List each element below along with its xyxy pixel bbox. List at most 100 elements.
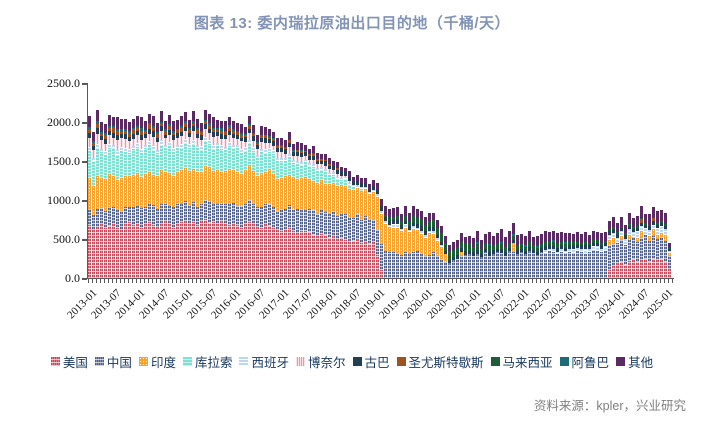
segment-美国 (204, 219, 207, 278)
segment-其他 (252, 125, 255, 133)
segment-古巴 (116, 134, 119, 140)
segment-古巴 (168, 129, 171, 135)
legend-label: 阿鲁巴 (571, 356, 610, 370)
segment-博奈尔 (264, 143, 267, 150)
segment-其他 (236, 122, 239, 131)
segment-印度 (120, 177, 123, 211)
bar-2013-10 (124, 118, 128, 278)
segment-圣尤斯特歇斯 (244, 134, 247, 137)
segment-博奈尔 (252, 140, 255, 147)
segment-博奈尔 (232, 138, 235, 145)
segment-中国 (500, 253, 503, 278)
segment-古巴 (268, 139, 271, 144)
segment-阿鲁巴 (176, 128, 179, 131)
segment-西班牙 (116, 150, 119, 155)
segment-西班牙 (100, 148, 103, 153)
segment-古巴 (624, 235, 627, 240)
segment-西班牙 (340, 178, 343, 181)
segment-中国 (184, 201, 187, 221)
segment-西班牙 (148, 140, 151, 145)
segment-其他 (560, 231, 563, 242)
segment-古巴 (408, 226, 411, 230)
segment-博奈尔 (356, 184, 359, 187)
segment-其他 (204, 110, 207, 120)
bar-2016-07 (256, 135, 260, 278)
segment-西班牙 (408, 229, 411, 233)
segment-其他 (192, 111, 195, 122)
segment-美国 (192, 222, 195, 278)
segment-美国 (164, 221, 167, 278)
segment-印度 (656, 234, 659, 240)
segment-库拉索 (328, 174, 331, 185)
segment-西班牙 (436, 238, 439, 241)
segment-古巴 (468, 250, 471, 254)
segment-印度 (296, 179, 299, 209)
segment-其他 (472, 238, 475, 248)
segment-中国 (460, 256, 463, 278)
segment-圣尤斯特歇斯 (148, 124, 151, 130)
segment-美国 (244, 223, 247, 278)
segment-其他 (612, 216, 615, 227)
y-tick-mark (82, 161, 87, 163)
segment-库拉索 (344, 179, 347, 187)
segment-库拉索 (96, 148, 99, 177)
segment-美国 (660, 258, 663, 278)
legend-marker-西班牙 (239, 357, 249, 366)
segment-其他 (224, 121, 227, 131)
segment-美国 (148, 222, 151, 278)
segment-印度 (164, 172, 167, 205)
segment-古巴 (316, 160, 319, 164)
segment-美国 (264, 224, 267, 278)
segment-博奈尔 (336, 174, 339, 178)
segment-美国 (324, 235, 327, 278)
bar-2022-08 (548, 231, 552, 278)
legend-label: 其他 (628, 356, 654, 370)
segment-印度 (200, 172, 203, 204)
segment-印度 (668, 253, 671, 257)
segment-西班牙 (136, 143, 139, 147)
segment-古巴 (548, 245, 551, 249)
segment-美国 (120, 229, 123, 278)
segment-古巴 (188, 132, 191, 138)
segment-美国 (140, 227, 143, 278)
segment-其他 (608, 221, 611, 230)
bar-2023-02 (572, 233, 576, 278)
segment-印度 (420, 233, 423, 254)
segment-印度 (444, 253, 447, 262)
legend-item-古巴: 古巴 (352, 352, 390, 371)
segment-博奈尔 (144, 137, 147, 146)
segment-印度 (268, 169, 271, 204)
segment-西班牙 (176, 145, 179, 149)
segment-中国 (240, 205, 243, 228)
bar-2014-08 (164, 120, 168, 278)
segment-马来西亚 (580, 242, 583, 246)
segment-阿鲁巴 (160, 122, 163, 124)
segment-阿鲁巴 (224, 130, 227, 133)
segment-古巴 (192, 125, 195, 131)
segment-博奈尔 (268, 143, 271, 149)
segment-中国 (604, 250, 607, 278)
bar-2020-03 (432, 213, 436, 278)
segment-其他 (656, 211, 659, 223)
segment-西班牙 (612, 233, 615, 238)
segment-其他 (548, 231, 551, 242)
segment-印度 (460, 251, 463, 257)
segment-圣尤斯特歇斯 (220, 130, 223, 134)
segment-其他 (636, 215, 639, 227)
segment-中国 (360, 219, 363, 244)
segment-博奈尔 (172, 139, 175, 149)
bar-2021-10 (508, 231, 512, 278)
bar-2021-07 (496, 233, 500, 278)
segment-美国 (116, 227, 119, 278)
segment-其他 (232, 120, 235, 130)
segment-西班牙 (360, 186, 363, 189)
segment-古巴 (652, 220, 655, 225)
segment-印度 (640, 231, 643, 239)
segment-西班牙 (364, 186, 367, 189)
segment-中国 (88, 208, 91, 226)
segment-圣尤斯特歇斯 (252, 133, 255, 137)
segment-美国 (276, 229, 279, 278)
segment-其他 (360, 178, 363, 184)
segment-库拉索 (304, 162, 307, 178)
